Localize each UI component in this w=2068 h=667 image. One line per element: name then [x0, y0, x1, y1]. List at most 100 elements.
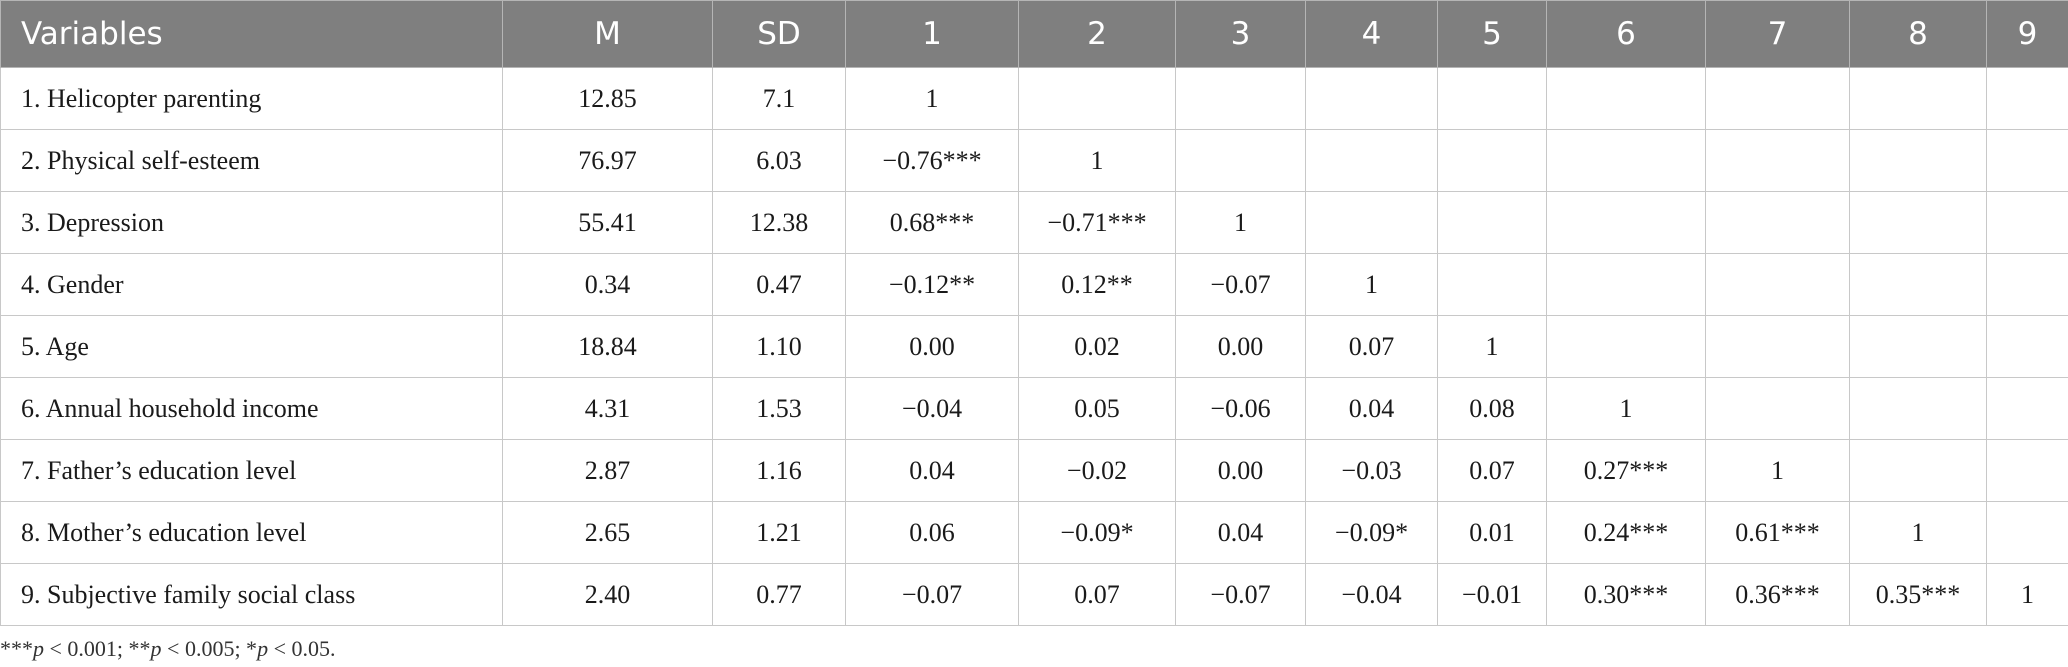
correlation-cell [1018, 67, 1176, 130]
column-header-8: 8 [1849, 0, 1987, 68]
correlation-cell: 1 [1305, 253, 1438, 316]
correlation-cell: −0.12** [845, 253, 1019, 316]
correlation-cell: 1 [1175, 191, 1306, 254]
correlation-cell: −0.04 [1305, 563, 1438, 626]
correlation-table: Variables M SD 1 2 3 4 5 6 7 8 9 1. Helicopter pare… [0, 0, 2068, 626]
table-row: 1. Helicopter parenting 12.85 7.1 1 [0, 67, 2068, 130]
correlation-cell: −0.09* [1305, 501, 1438, 564]
correlation-cell [1437, 129, 1547, 192]
footnote-text: < 0.05. [268, 636, 336, 661]
correlation-cell: 0.27*** [1546, 439, 1706, 502]
correlation-cell [1986, 191, 2068, 254]
column-header-5: 5 [1437, 0, 1547, 68]
correlation-cell [1175, 67, 1306, 130]
correlation-cell [1849, 439, 1987, 502]
table-row: 2. Physical self-esteem 76.97 6.03 −0.76***… [0, 129, 2068, 192]
correlation-cell [1546, 129, 1706, 192]
column-header-variables: Variables [0, 0, 503, 68]
correlation-cell [1546, 315, 1706, 378]
correlation-cell: 0.24*** [1546, 501, 1706, 564]
table-row: 4. Gender 0.34 0.47 −0.12** 0.12** −0.07 1 [0, 253, 2068, 316]
column-header-sd: SD [712, 0, 846, 68]
footnote-text: < 0.001; ** [44, 636, 151, 661]
correlation-cell: −0.71*** [1018, 191, 1176, 254]
correlation-cell: 0.00 [1175, 315, 1306, 378]
mean-cell: 18.84 [502, 315, 713, 378]
variable-name-cell: 5. Age [0, 315, 503, 378]
correlation-cell: 1 [1437, 315, 1547, 378]
footnote-text: *** [0, 636, 33, 661]
column-header-1: 1 [845, 0, 1019, 68]
column-header-2: 2 [1018, 0, 1176, 68]
correlation-cell: 1 [1546, 377, 1706, 440]
correlation-cell: −0.06 [1175, 377, 1306, 440]
table-body: 1. Helicopter parenting 12.85 7.1 1 2. Physi… [0, 67, 2068, 626]
correlation-cell [1705, 129, 1850, 192]
correlation-cell: −0.04 [845, 377, 1019, 440]
correlation-cell: 0.68*** [845, 191, 1019, 254]
mean-cell: 76.97 [502, 129, 713, 192]
correlation-cell [1849, 315, 1987, 378]
column-header-m: M [502, 0, 713, 68]
table-row: 6. Annual household income 4.31 1.53 −0.04 0… [0, 377, 2068, 440]
correlation-cell [1705, 253, 1850, 316]
correlation-cell: 0.04 [1305, 377, 1438, 440]
column-header-7: 7 [1705, 0, 1850, 68]
sd-cell: 0.77 [712, 563, 846, 626]
correlation-cell [1305, 191, 1438, 254]
column-header-4: 4 [1305, 0, 1438, 68]
correlation-cell: 0.04 [845, 439, 1019, 502]
table-row: 5. Age 18.84 1.10 0.00 0.02 0.00 0.07 1 [0, 315, 2068, 378]
correlation-cell: −0.09* [1018, 501, 1176, 564]
mean-cell: 0.34 [502, 253, 713, 316]
variable-name-cell: 6. Annual household income [0, 377, 503, 440]
correlation-cell: 0.02 [1018, 315, 1176, 378]
correlation-cell: −0.03 [1305, 439, 1438, 502]
sd-cell: 1.10 [712, 315, 846, 378]
correlation-cell: 0.08 [1437, 377, 1547, 440]
mean-cell: 2.40 [502, 563, 713, 626]
sd-cell: 1.16 [712, 439, 846, 502]
correlation-cell: 0.00 [1175, 439, 1306, 502]
correlation-cell: 0.07 [1018, 563, 1176, 626]
table-row: 8. Mother’s education level 2.65 1.21 0.06−… [0, 501, 2068, 564]
variable-name-cell: 1. Helicopter parenting [0, 67, 503, 130]
sd-cell: 7.1 [712, 67, 846, 130]
sd-cell: 6.03 [712, 129, 846, 192]
correlation-cell [1546, 67, 1706, 130]
correlation-cell [1986, 377, 2068, 440]
mean-cell: 4.31 [502, 377, 713, 440]
table-row: 9. Subjective family social class 2.40 0.7… [0, 563, 2068, 626]
correlation-cell: 0.06 [845, 501, 1019, 564]
correlation-cell [1546, 191, 1706, 254]
mean-cell: 2.87 [502, 439, 713, 502]
correlation-cell [1305, 67, 1438, 130]
correlation-cell: −0.07 [845, 563, 1019, 626]
correlation-cell [1986, 67, 2068, 130]
correlation-cell [1849, 191, 1987, 254]
correlation-cell [1986, 501, 2068, 564]
correlation-cell [1175, 129, 1306, 192]
sd-cell: 0.47 [712, 253, 846, 316]
header-row: Variables M SD 1 2 3 4 5 6 7 8 9 [0, 0, 2068, 68]
column-header-3: 3 [1175, 0, 1306, 68]
correlation-cell: 0.61*** [1705, 501, 1850, 564]
correlation-cell: 0.07 [1437, 439, 1547, 502]
correlation-cell: 0.36*** [1705, 563, 1850, 626]
correlation-cell: −0.02 [1018, 439, 1176, 502]
correlation-cell [1849, 253, 1987, 316]
correlation-cell: −0.01 [1437, 563, 1547, 626]
variable-name-cell: 2. Physical self-esteem [0, 129, 503, 192]
table-footnote: ***p < 0.001; **p < 0.005; *p < 0.05. [0, 636, 335, 662]
correlation-cell: −0.07 [1175, 563, 1306, 626]
mean-cell: 55.41 [502, 191, 713, 254]
correlation-cell: 0.30*** [1546, 563, 1706, 626]
correlation-cell [1546, 253, 1706, 316]
correlation-cell: 0.35*** [1849, 563, 1987, 626]
correlation-cell [1437, 67, 1547, 130]
correlation-cell: 1 [1705, 439, 1850, 502]
variable-name-cell: 4. Gender [0, 253, 503, 316]
mean-cell: 2.65 [502, 501, 713, 564]
correlation-cell: 1 [845, 67, 1019, 130]
correlation-cell [1986, 253, 2068, 316]
